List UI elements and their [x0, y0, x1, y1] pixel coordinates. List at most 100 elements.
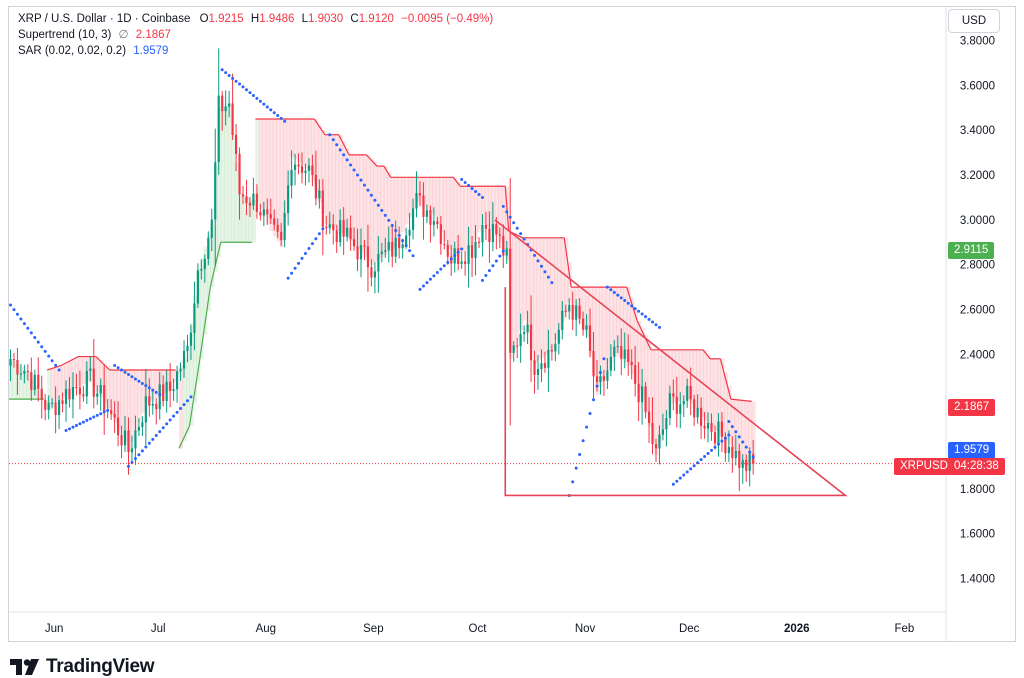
supertrend-fill — [415, 177, 420, 202]
sar-dot — [651, 320, 655, 324]
sar-dot — [331, 138, 335, 142]
supertrend-fill — [529, 237, 534, 350]
sar-value: 1.9579 — [133, 45, 169, 57]
sar-dot — [283, 119, 287, 123]
supertrend-line — [636, 320, 652, 351]
supertrend-fill — [692, 349, 697, 409]
price-tag-supertrend: 2.1867 — [948, 399, 996, 416]
supertrend-fill — [626, 287, 631, 366]
supertrend-fill — [449, 177, 454, 258]
tradingview-logo-icon — [10, 659, 39, 675]
supertrend-fill — [487, 186, 492, 229]
supertrend-fill — [147, 370, 152, 402]
y-tick-label: 1.8000 — [960, 484, 995, 496]
supertrend-fill — [654, 349, 659, 456]
supertrend-fill — [349, 154, 354, 242]
supertrend-fill — [550, 237, 555, 350]
candle-body — [706, 423, 710, 429]
supertrend-fill — [515, 234, 520, 340]
candle-body — [231, 103, 234, 135]
sar-dot — [224, 71, 228, 75]
supertrend-fill — [9, 358, 14, 400]
supertrend-fill — [421, 177, 427, 208]
candle-body — [300, 166, 304, 173]
supertrend-fill — [394, 177, 399, 247]
supertrend-line — [60, 356, 79, 367]
supertrend-fill — [432, 177, 437, 216]
sar-dot — [92, 415, 96, 419]
candle-body — [495, 224, 498, 235]
supertrend-fill — [224, 104, 229, 243]
countdown-tag: 04:28:38 — [948, 458, 1005, 475]
candle-body — [318, 190, 321, 199]
supertrend-fill — [251, 200, 256, 243]
sar-dot — [22, 322, 26, 326]
supertrend-fill — [182, 357, 187, 441]
sar-dot — [595, 384, 599, 388]
candle-body — [616, 345, 619, 347]
supertrend-fill — [158, 370, 163, 396]
currency-selector[interactable]: USD — [948, 9, 1000, 33]
candle-body — [665, 418, 668, 430]
supertrend-fill — [26, 372, 31, 400]
supertrend-fill — [713, 358, 718, 431]
supertrend-fill — [411, 177, 416, 210]
supertrend-fill — [328, 134, 333, 227]
supertrend-fill — [373, 162, 378, 263]
sar-dot — [144, 384, 148, 388]
supertrend-fill — [685, 349, 690, 400]
sar-dot — [29, 331, 33, 335]
price-chart[interactable]: 3.8000 3.6000 3.4000 3.2000 3.0000 2.8000 2.60… — [0, 0, 1024, 645]
legend-sar-row[interactable]: SAR (0.02, 0.02, 0.2) 1.9579 — [18, 43, 168, 59]
supertrend-fill — [744, 400, 749, 466]
supertrend-fill — [310, 119, 315, 182]
ohlc-close-label: C — [350, 13, 359, 25]
supertrend-fill — [595, 287, 600, 395]
supertrend-fill — [616, 287, 621, 358]
candle-body — [92, 368, 95, 397]
candle-body — [710, 423, 713, 433]
candle-body — [186, 345, 189, 351]
supertrend-fill — [623, 287, 628, 363]
supertrend-fill — [564, 237, 569, 313]
supertrend-line — [95, 356, 111, 371]
supertrend-fill — [359, 154, 364, 254]
candle-body — [352, 239, 356, 247]
sar-dot — [314, 237, 318, 241]
candle-body — [134, 430, 137, 449]
candle-body — [12, 359, 16, 361]
sar-dot — [279, 116, 283, 120]
supertrend-fill — [609, 287, 614, 363]
sar-dot — [682, 473, 686, 477]
candle-body — [123, 430, 127, 446]
sar-dot — [619, 296, 623, 300]
supertrend-fill — [383, 166, 388, 255]
x-tick-label: Jun — [45, 623, 64, 635]
supertrend-fill — [140, 370, 145, 414]
candle-body — [151, 403, 154, 406]
hidden-eye-icon[interactable]: ∅ — [118, 29, 129, 41]
sar-dot — [640, 312, 644, 316]
sar-dot — [317, 232, 321, 236]
sar-dot — [133, 377, 137, 381]
candle-body — [193, 303, 196, 333]
candle-body — [585, 325, 588, 330]
chart-frame[interactable] — [8, 6, 1016, 642]
legend-supertrend-row[interactable]: Supertrend (10, 3) ∅ 2.1867 — [18, 27, 171, 43]
candle-body — [647, 411, 651, 424]
candle-body — [439, 224, 442, 245]
tradingview-logo[interactable]: TradingView — [10, 656, 155, 678]
supertrend-fill — [303, 119, 309, 168]
candle-body — [297, 164, 300, 167]
candle-body — [595, 376, 599, 383]
candle-body — [137, 426, 140, 431]
supertrend-fill — [557, 237, 562, 332]
sar-dot — [574, 466, 578, 470]
candle-body — [384, 250, 387, 252]
candle-body — [127, 430, 130, 453]
supertrend-fill — [612, 287, 617, 355]
sar-dot — [713, 445, 717, 449]
sar-dot — [539, 264, 543, 268]
sar-dot — [248, 91, 252, 95]
supertrend-fill-layer — [9, 103, 756, 467]
